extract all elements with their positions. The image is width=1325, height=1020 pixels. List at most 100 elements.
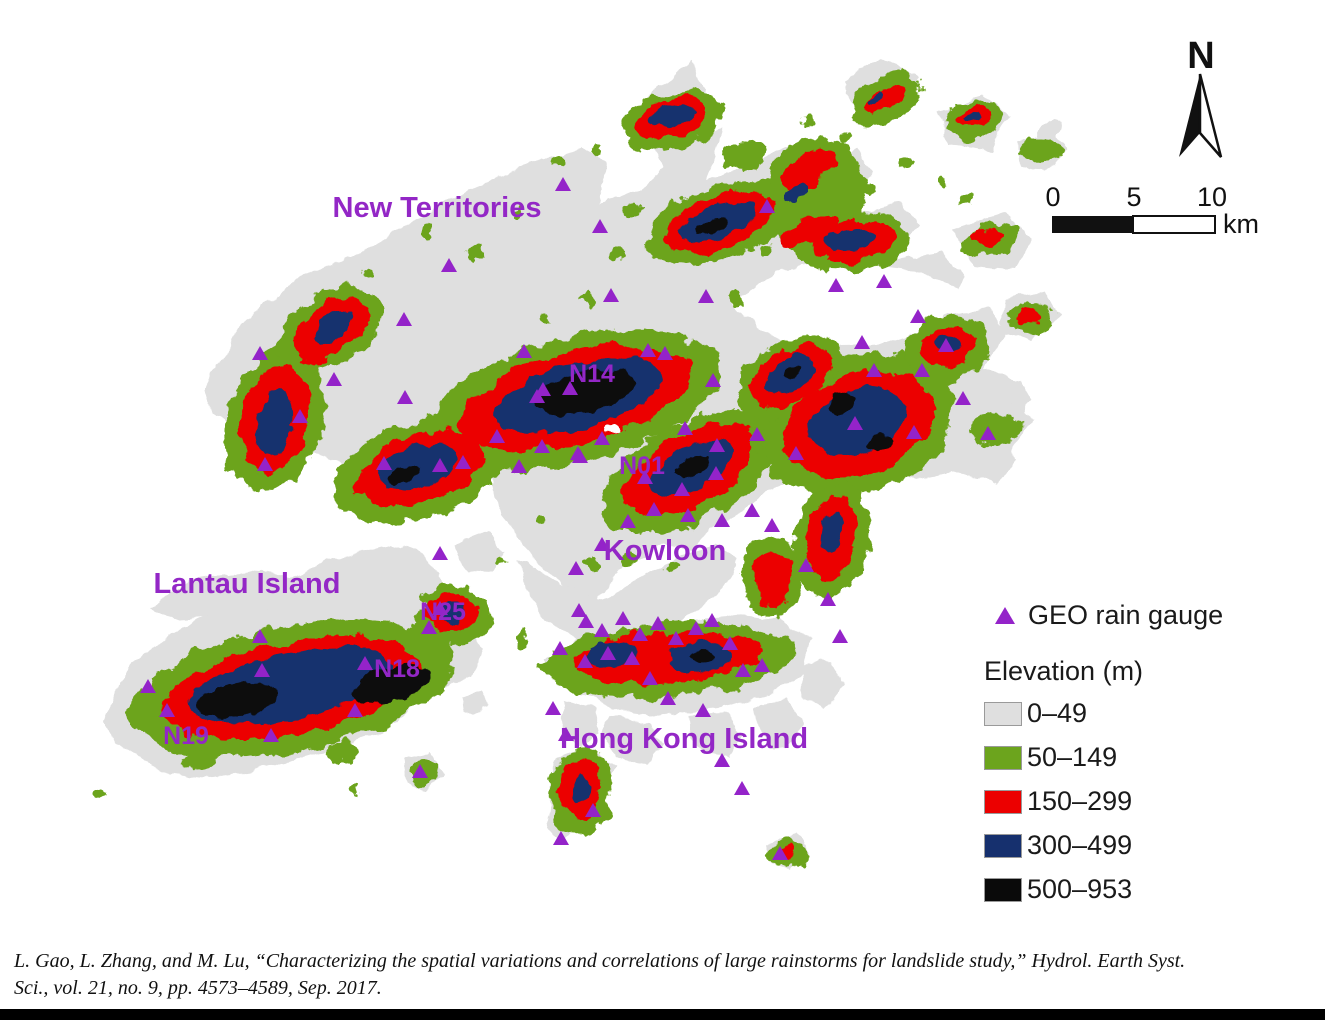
rain-gauge-icon (995, 606, 1015, 624)
land-kowloon (520, 544, 737, 649)
rain-gauge-marker (828, 278, 844, 292)
legend-row-500-953: 500–953 (984, 874, 1324, 904)
rain-gauge-marker (326, 372, 342, 386)
rain-gauge-marker (906, 425, 922, 439)
citation: L. Gao, L. Zhang, and M. Lu, “Characteri… (14, 948, 1314, 1001)
rain-gauge-marker (159, 703, 175, 717)
rain-gauge-marker (734, 781, 750, 795)
rain-gauge-marker (688, 621, 704, 635)
station-label-n18: N18 (374, 655, 420, 683)
legend: GEO rain gauge Elevation (m) 0–49 50–149… (984, 598, 1324, 921)
rain-gauge-marker (603, 288, 619, 302)
map-label-layer: New Territories Kowloon Lantau Island Hong … (154, 192, 809, 755)
rain-gauge-marker (640, 343, 656, 357)
swatch-0-49 (984, 701, 1022, 726)
rain-gauge-marker (847, 416, 863, 430)
legend-row-150-299: 150–299 (984, 786, 1324, 816)
north-arrow-left-half (1179, 74, 1200, 157)
rain-gauge-marker (744, 503, 760, 517)
rain-gauge-marker (735, 663, 751, 677)
legend-gauge-label: GEO rain gauge (1028, 599, 1224, 630)
rain-gauge-marker (637, 470, 653, 484)
rain-gauge-marker (552, 641, 568, 655)
rain-gauge-marker (980, 426, 996, 440)
rain-gauge-marker (455, 455, 471, 469)
rain-gauge-marker (594, 537, 610, 551)
rain-gauge-marker (695, 703, 711, 717)
rain-gauge-marker (820, 592, 836, 606)
label-kowloon: Kowloon (604, 535, 726, 567)
rain-gauge-marker (832, 629, 848, 643)
rain-gauge-marker (292, 409, 308, 423)
legend-gauge-row: GEO rain gauge (994, 598, 1324, 632)
rain-gauge-marker (714, 753, 730, 767)
legend-elevation-title: Elevation (m) (984, 656, 1144, 686)
station-label-n14: N14 (569, 360, 615, 388)
rain-gauge-marker (578, 614, 594, 628)
rain-gauge-marker (910, 309, 926, 323)
scale-tick-10: 10 (1197, 182, 1227, 212)
rain-gauge-marker (432, 601, 448, 615)
rain-gauge-marker (529, 389, 545, 403)
rain-gauge-marker (252, 346, 268, 360)
rain-gauge-marker (376, 456, 392, 470)
rain-gauge-marker (577, 654, 593, 668)
rain-gauge-marker (397, 390, 413, 404)
rain-gauge-marker (749, 427, 765, 441)
rain-gauge-marker (140, 679, 156, 693)
tolo-harbour (730, 260, 962, 346)
rain-gauge-layer (140, 177, 996, 860)
rain-gauge-marker (441, 258, 457, 272)
rain-gauge-marker (585, 803, 601, 817)
scale-bar: 0 5 10 km (1045, 182, 1259, 239)
rain-gauge-marker (600, 646, 616, 660)
legend-label-500-953: 500–953 (1027, 874, 1133, 904)
rain-gauge-marker (704, 613, 720, 627)
rain-gauge-marker (646, 502, 662, 516)
shing-mun-reservoir (605, 426, 619, 434)
scale-tick-5: 5 (1126, 182, 1141, 212)
rain-gauge-marker (357, 656, 373, 670)
scale-bar-black-segment (1052, 216, 1133, 233)
rain-gauge-marker (572, 449, 588, 463)
rain-gauge-marker (511, 459, 527, 473)
legend-row-300-499: 300–499 (984, 830, 1324, 860)
citation-line-2: Sci., vol. 21, no. 9, pp. 4573–4589, Sep… (14, 976, 382, 999)
rain-gauge-marker (412, 764, 428, 778)
legend-label-150-299: 150–299 (1027, 786, 1133, 816)
rain-gauge-marker (955, 391, 971, 405)
rain-gauge-marker (866, 363, 882, 377)
station-label-n19: N19 (163, 722, 209, 750)
swatch-150-299 (984, 789, 1022, 814)
rain-gauge-marker (558, 727, 574, 741)
rain-gauge-marker (620, 514, 636, 528)
rain-gauge-marker (545, 701, 561, 715)
rain-gauge-marker (568, 561, 584, 575)
legend-label-0-49: 0–49 (1027, 698, 1088, 728)
rain-gauge-marker (553, 831, 569, 845)
rain-gauge-marker (592, 219, 608, 233)
rain-gauge-marker (680, 508, 696, 522)
rain-gauge-marker (571, 603, 587, 617)
rain-gauge-marker (650, 616, 666, 630)
label-lantau-island: Lantau Island (154, 568, 341, 600)
rain-gauge-marker (674, 482, 690, 496)
rain-gauge-marker (347, 703, 363, 717)
legend-label-300-499: 300–499 (1027, 830, 1133, 860)
rain-gauge-marker (257, 457, 273, 471)
bottom-rule (0, 1009, 1325, 1020)
rain-gauge-marker (714, 513, 730, 527)
rain-gauge-marker (754, 658, 770, 672)
rain-gauge-marker (396, 312, 412, 326)
rain-gauge-marker (516, 344, 532, 358)
rain-gauge-marker (677, 421, 693, 435)
north-arrow-right-half (1198, 73, 1223, 158)
rain-gauge-marker (709, 438, 725, 452)
rain-gauge-marker (764, 518, 780, 532)
rain-gauge-marker (432, 458, 448, 472)
rain-gauge-marker (252, 629, 268, 643)
rain-gauge-marker (657, 346, 673, 360)
rain-gauge-marker (624, 651, 640, 665)
legend-row-50-149: 50–149 (984, 742, 1324, 772)
